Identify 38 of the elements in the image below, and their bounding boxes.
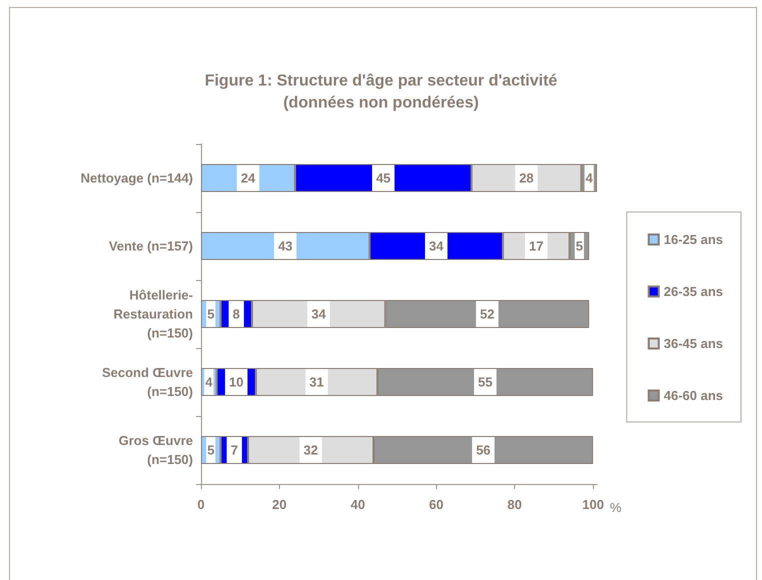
y-tick-label: Hôtellerie-Restauration (n=150)	[114, 288, 194, 340]
data-label: 8	[232, 306, 240, 322]
legend-label: 26-35 ans	[664, 284, 724, 299]
data-label: 55	[478, 374, 492, 390]
data-label: 43	[278, 238, 293, 254]
legend-label: 46-60 ans	[664, 388, 724, 403]
data-label: 10	[229, 374, 244, 390]
data-label: 24	[240, 170, 256, 186]
x-tick-label: 0	[197, 497, 205, 512]
data-label: 5	[207, 442, 214, 458]
legend-label: 16-25 ans	[664, 232, 724, 247]
chart-title: Figure 1: Structure d'âge par secteur d'activité	[204, 72, 558, 90]
y-tick-label: Vente (n=157)	[108, 238, 193, 254]
x-tick-label: 80	[507, 497, 522, 512]
data-label: 52	[480, 306, 494, 322]
data-label: 28	[519, 170, 534, 186]
data-label: 4	[205, 374, 214, 390]
data-label: 32	[304, 442, 318, 458]
x-axis-title: %	[610, 500, 622, 515]
data-label: 56	[476, 442, 491, 458]
legend-label: 36-45 ans	[664, 336, 724, 351]
y-tick-label: Gros Œuvre (n=150)	[118, 433, 193, 467]
data-label: 17	[528, 238, 544, 254]
data-label: 4	[586, 170, 594, 186]
data-label: 45	[376, 170, 391, 186]
data-label: 34	[429, 238, 444, 254]
x-tick-label: 60	[429, 497, 444, 512]
x-tick-label: 100	[582, 497, 604, 512]
y-tick-label: Nettoyage (n=144)	[80, 170, 193, 186]
data-label: 34	[311, 306, 327, 322]
x-tick-label: 20	[272, 497, 287, 512]
data-label: 7	[230, 442, 238, 458]
data-label: 5	[207, 306, 214, 322]
y-tick-label: Second Œuvre (n=150)	[102, 365, 193, 399]
chart-subtitle: (données non pondérées)	[283, 94, 479, 112]
x-tick-label: 40	[350, 497, 366, 512]
data-label: 5	[576, 238, 583, 254]
data-label: 31	[309, 374, 324, 390]
